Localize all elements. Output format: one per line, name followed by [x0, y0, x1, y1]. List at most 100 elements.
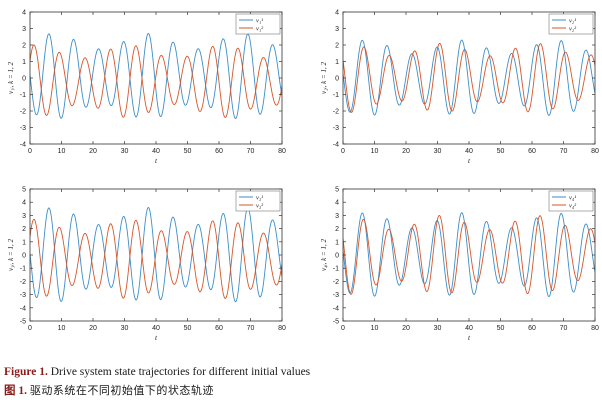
- x-tick-label: 50: [497, 325, 505, 332]
- y-axis-label: v₂ᵢ, k = 1, 2: [320, 62, 328, 94]
- legend-label-2: v₁²: [256, 26, 264, 33]
- chart-panel-3: 0 10 20 30 40 50 60 70 80 -5 -4 -3 -2 -1 0 1 2 3 4 5 t v₃ᵢ, k…: [7, 187, 286, 343]
- x-tick-label: 0: [28, 325, 32, 332]
- figure-caption-text: Drive system state trajectories for diff…: [50, 366, 311, 378]
- y-tick-label: 5: [22, 187, 26, 194]
- chart-panel-4: 0 10 20 30 40 50 60 70 80 -5 -4 -3 -2 -1 0 1 2 3 4 5 t v₄ᵢ, k…: [320, 187, 599, 343]
- figure-caption-label-zh: 图 1.: [4, 385, 27, 397]
- y-tick-label: 2: [22, 43, 26, 50]
- legend-box: [235, 13, 281, 35]
- y-tick-label: 3: [335, 26, 339, 33]
- y-tick-label: -5: [20, 319, 26, 326]
- y-tick-label: 4: [335, 200, 339, 207]
- y-tick-label: 0: [335, 76, 339, 83]
- x-tick-label: 80: [278, 148, 286, 155]
- y-tick-label: 5: [335, 187, 339, 194]
- legend-label-2: v₂²: [569, 26, 577, 33]
- chart-panel-2: 0 10 20 30 40 50 60 70 80 -4 -3 -2 -1 0 1 2 3 4 t v₂ᵢ, k = …: [320, 10, 599, 166]
- y-tick-label: 0: [22, 76, 26, 83]
- x-tick-label: 0: [341, 325, 345, 332]
- x-tick-label: 0: [28, 148, 32, 155]
- y-tick-label: -4: [20, 142, 26, 149]
- x-tick-label: 30: [121, 148, 129, 155]
- x-tick-label: 30: [434, 148, 442, 155]
- y-tick-label: 1: [22, 239, 26, 246]
- y-tick-label: 4: [22, 200, 26, 207]
- series-line-2: [343, 42, 595, 113]
- x-tick-label: 70: [247, 325, 255, 332]
- x-tick-label: 80: [278, 325, 286, 332]
- x-axis-label: t: [155, 156, 158, 165]
- chart-panel-1: 0 10 20 30 40 50 60 70 80 -4 -3 -2 -1 0 1 2 3 4 t v₁ᵢ, k = …: [7, 10, 286, 166]
- x-tick-label: 40: [152, 148, 160, 155]
- y-tick-label: 3: [335, 213, 339, 220]
- y-tick-label: 4: [335, 10, 339, 17]
- y-tick-label: 1: [335, 239, 339, 246]
- x-tick-label: 50: [184, 325, 192, 332]
- series-line-1: [30, 32, 282, 120]
- series-line-1: [343, 39, 595, 116]
- series-line-1: [343, 212, 595, 298]
- y-tick-label: 2: [335, 43, 339, 50]
- legend-label-1: v₃¹: [256, 195, 263, 202]
- y-tick-label: -1: [333, 92, 339, 99]
- x-tick-label: 40: [465, 325, 473, 332]
- x-tick-label: 40: [465, 148, 473, 155]
- legend-label-1: v₄¹: [569, 195, 576, 202]
- legend-box: [235, 190, 281, 212]
- y-tick-label: -5: [333, 319, 339, 326]
- legend-label-1: v₂¹: [569, 18, 576, 25]
- x-tick-label: 60: [528, 148, 536, 155]
- y-tick-label: 1: [335, 59, 339, 66]
- x-tick-label: 20: [89, 325, 97, 332]
- y-tick-label: -2: [333, 279, 339, 286]
- x-tick-label: 50: [184, 148, 192, 155]
- x-tick-label: 20: [402, 325, 410, 332]
- x-tick-label: 10: [371, 325, 379, 332]
- y-tick-label: -3: [333, 125, 339, 132]
- y-axis-label: v₁ᵢ, k = 1, 2: [7, 62, 15, 94]
- figure-caption-label: Figure 1.: [4, 366, 48, 378]
- legend-label-1: v₁¹: [256, 18, 263, 25]
- legend-label-2: v₃²: [256, 203, 264, 210]
- series-line-2: [30, 218, 282, 299]
- x-axis-label: t: [155, 333, 158, 342]
- figure-caption-english: Figure 1. Drive system state trajectorie…: [4, 366, 310, 378]
- y-axis-label: v₄ᵢ, k = 1, 2: [320, 239, 328, 271]
- y-tick-label: -2: [20, 279, 26, 286]
- series-line-2: [343, 215, 595, 295]
- x-tick-label: 60: [215, 148, 223, 155]
- y-axis-label: v₃ᵢ, k = 1, 2: [7, 239, 15, 271]
- x-axis-label: t: [468, 333, 471, 342]
- x-tick-label: 70: [560, 325, 568, 332]
- x-tick-label: 0: [341, 148, 345, 155]
- y-tick-label: 1: [22, 59, 26, 66]
- x-tick-label: 70: [560, 148, 568, 155]
- x-tick-label: 70: [247, 148, 255, 155]
- y-tick-label: -4: [333, 142, 339, 149]
- y-tick-label: 2: [22, 226, 26, 233]
- y-tick-label: -2: [20, 109, 26, 116]
- x-tick-label: 80: [591, 148, 599, 155]
- y-tick-label: -4: [333, 305, 339, 312]
- y-tick-label: 0: [22, 253, 26, 260]
- y-tick-label: 4: [22, 10, 26, 17]
- y-tick-label: -2: [333, 109, 339, 116]
- x-tick-label: 60: [528, 325, 536, 332]
- x-tick-label: 10: [58, 325, 66, 332]
- legend-box: [548, 190, 594, 212]
- y-tick-label: 0: [335, 253, 339, 260]
- x-tick-label: 10: [58, 148, 66, 155]
- y-tick-label: -3: [333, 292, 339, 299]
- y-tick-label: -4: [20, 305, 26, 312]
- y-tick-label: -1: [20, 92, 26, 99]
- y-tick-label: -1: [333, 266, 339, 273]
- y-tick-label: 3: [22, 213, 26, 220]
- y-tick-label: -3: [20, 292, 26, 299]
- figure-caption-chinese: 图 1. 驱动系统在不同初始值下的状态轨迹: [4, 382, 214, 398]
